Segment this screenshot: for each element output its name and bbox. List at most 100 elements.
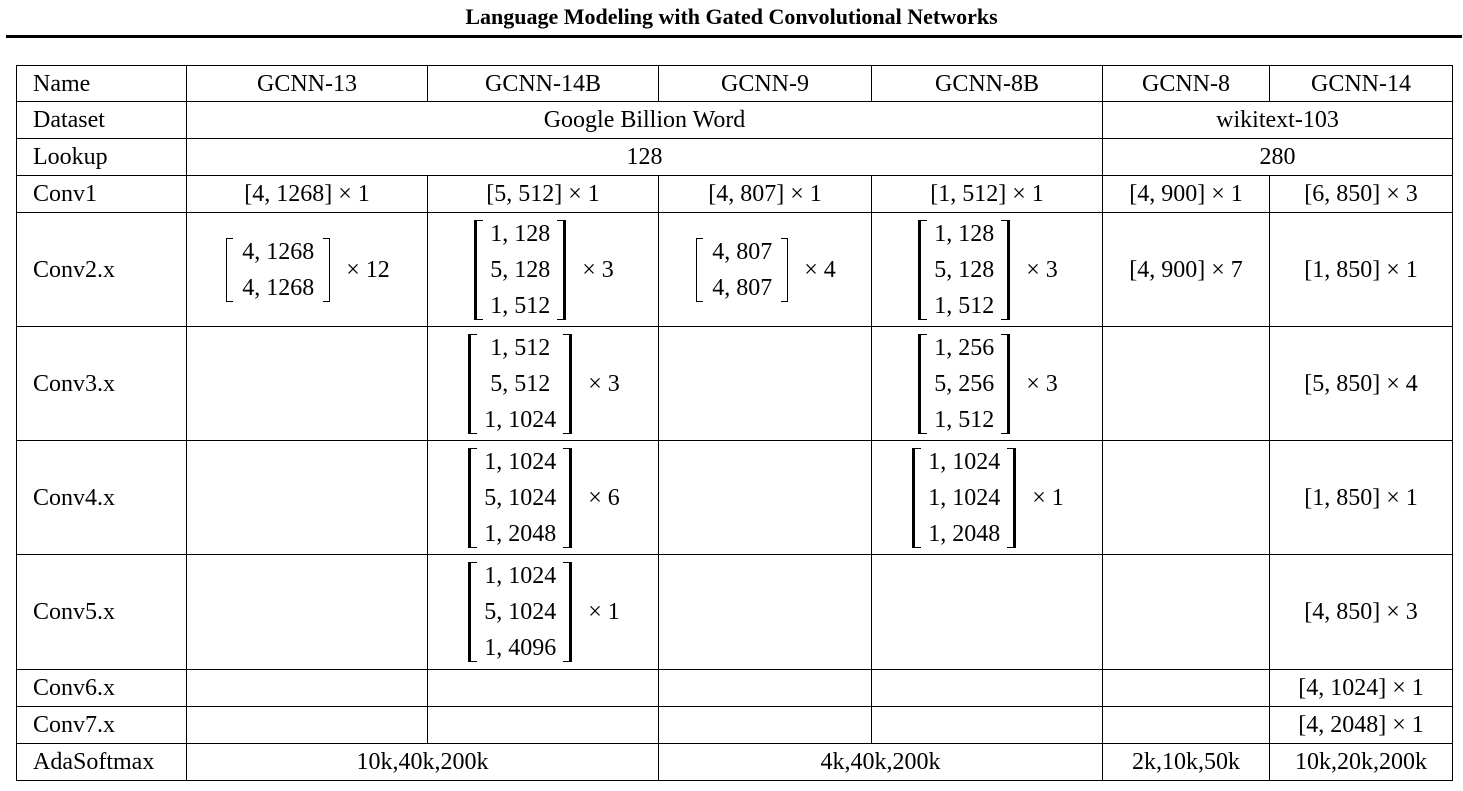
empty-cell — [186, 440, 428, 555]
empty-cell — [658, 669, 872, 707]
lookup-row: Lookup 128 280 — [16, 138, 1453, 176]
header-row: Name GCNN-13 GCNN-14B GCNN-9 GCNN-8B GCN… — [16, 65, 1453, 102]
row-label-conv1: Conv1 — [16, 175, 187, 213]
conv7-gcnn14-cell: [4, 2048] × 1 — [1269, 706, 1453, 744]
empty-cell — [1102, 669, 1270, 707]
conv6-gcnn14-cell: [4, 1024] × 1 — [1269, 669, 1453, 707]
header-rule — [6, 35, 1462, 38]
matrix-row: 4, 1268 — [242, 238, 315, 265]
conv4-gcnn14-cell: [1, 850] × 1 — [1269, 440, 1453, 555]
conv4-gcnn14b-cell: 1, 1024 5, 1024 1, 2048 × 6 — [427, 440, 659, 555]
empty-cell — [1102, 326, 1270, 441]
conv1-cell: [1, 512] × 1 — [871, 175, 1103, 213]
row-label-lookup: Lookup — [16, 138, 187, 176]
matrix-row: 5, 128 — [490, 256, 551, 283]
conv5-row: Conv5.x 1, 1024 5, 1024 1, 4096 × 1 [4, … — [16, 554, 1453, 670]
column-header-gcnn-14: GCNN-14 — [1269, 65, 1453, 102]
dataset-row: Dataset Google Billion Word wikitext-103 — [16, 101, 1453, 139]
bracket-matrix: 1, 128 5, 128 1, 512 — [916, 216, 1012, 324]
conv4-gcnn8b-cell: 1, 1024 1, 1024 1, 2048 × 1 — [871, 440, 1103, 555]
bracket-matrix: 1, 512 5, 512 1, 1024 — [466, 330, 574, 438]
matrix-row: 4, 1268 — [242, 274, 315, 301]
matrix-row: 5, 512 — [490, 370, 551, 397]
empty-cell — [1102, 554, 1270, 670]
empty-cell — [1102, 706, 1270, 744]
bracket-matrix: 4, 1268 4, 1268 — [224, 234, 332, 306]
bracket-matrix: 1, 1024 1, 1024 1, 2048 — [910, 444, 1018, 552]
conv5-gcnn14b-cell: 1, 1024 5, 1024 1, 4096 × 1 — [427, 554, 659, 670]
matrix-row: 1, 512 — [934, 406, 995, 433]
adasoftmax-gcnn13-14b-cell: 10k,40k,200k — [186, 743, 659, 781]
bracket-matrix: 1, 256 5, 256 1, 512 — [916, 330, 1012, 438]
matrix-row: 1, 2048 — [484, 520, 557, 547]
conv3-gcnn14-cell: [5, 850] × 4 — [1269, 326, 1453, 441]
column-header-gcnn-14b: GCNN-14B — [427, 65, 659, 102]
conv2-gcnn14b-cell: 1, 128 5, 128 1, 512 × 3 — [427, 212, 659, 327]
matrix-row: 1, 128 — [934, 220, 995, 247]
row-label-adasoftmax: AdaSoftmax — [16, 743, 187, 781]
matrix-row: 1, 4096 — [484, 635, 557, 661]
bracket-matrix: 1, 1024 5, 1024 1, 4096 — [466, 558, 574, 666]
empty-cell — [658, 326, 872, 441]
multiplier: × 4 — [804, 256, 836, 283]
empty-cell — [427, 669, 659, 707]
adasoftmax-gcnn8-cell: 2k,10k,50k — [1102, 743, 1270, 781]
dataset-wiki-cell: wikitext-103 — [1102, 101, 1453, 139]
conv1-cell: [5, 512] × 1 — [427, 175, 659, 213]
matrix-row: 5, 1024 — [484, 599, 557, 625]
conv2-row: Conv2.x 4, 1268 4, 1268 × 12 1, 128 5, 1… — [16, 212, 1453, 327]
conv3-gcnn8b-cell: 1, 256 5, 256 1, 512 × 3 — [871, 326, 1103, 441]
column-header-name: Name — [16, 65, 187, 102]
row-label-conv3: Conv3.x — [16, 326, 187, 441]
matrix-row: 1, 2048 — [928, 520, 1001, 547]
matrix-row: 1, 1024 — [484, 448, 557, 475]
matrix-row: 1, 1024 — [484, 406, 557, 433]
multiplier: × 3 — [582, 256, 614, 283]
column-header-gcnn-9: GCNN-9 — [658, 65, 872, 102]
conv7-row: Conv7.x [4, 2048] × 1 — [16, 706, 1453, 744]
adasoftmax-row: AdaSoftmax 10k,40k,200k 4k,40k,200k 2k,1… — [16, 743, 1453, 781]
matrix-row: 4, 807 — [712, 238, 773, 265]
conv1-cell: [4, 900] × 1 — [1102, 175, 1270, 213]
matrix-row: 5, 128 — [934, 256, 995, 283]
empty-cell — [871, 706, 1103, 744]
matrix-row: 1, 256 — [934, 334, 995, 361]
column-header-gcnn-8b: GCNN-8B — [871, 65, 1103, 102]
dataset-gbw-cell: Google Billion Word — [186, 101, 1103, 139]
empty-cell — [186, 706, 428, 744]
conv1-cell: [4, 1268] × 1 — [186, 175, 428, 213]
lookup-wiki-cell: 280 — [1102, 138, 1453, 176]
matrix-row: 1, 1024 — [928, 484, 1001, 511]
multiplier: × 3 — [1026, 256, 1058, 283]
empty-cell — [658, 554, 872, 670]
matrix-row: 1, 512 — [490, 334, 551, 361]
architecture-table: Name GCNN-13 GCNN-14B GCNN-9 GCNN-8B GCN… — [16, 65, 1453, 781]
empty-cell — [658, 440, 872, 555]
empty-cell — [186, 554, 428, 670]
conv3-row: Conv3.x 1, 512 5, 512 1, 1024 × 3 1, 256… — [16, 326, 1453, 441]
bracket-matrix: 1, 1024 5, 1024 1, 2048 — [466, 444, 574, 552]
conv1-row: Conv1 [4, 1268] × 1 [5, 512] × 1 [4, 807… — [16, 175, 1453, 213]
conv5-gcnn14-cell: [4, 850] × 3 — [1269, 554, 1453, 670]
row-label-conv7: Conv7.x — [16, 706, 187, 744]
conv2-gcnn14-cell: [1, 850] × 1 — [1269, 212, 1453, 327]
multiplier: × 6 — [588, 484, 620, 511]
matrix-row: 1, 1024 — [928, 448, 1001, 475]
adasoftmax-gcnn9-8b-cell: 4k,40k,200k — [658, 743, 1103, 781]
conv2-gcnn13-cell: 4, 1268 4, 1268 × 12 — [186, 212, 428, 327]
row-label-conv5: Conv5.x — [16, 554, 187, 670]
empty-cell — [427, 706, 659, 744]
empty-cell — [186, 669, 428, 707]
multiplier: × 1 — [1032, 484, 1064, 511]
empty-cell — [871, 669, 1103, 707]
column-header-gcnn-13: GCNN-13 — [186, 65, 428, 102]
row-label-conv6: Conv6.x — [16, 669, 187, 707]
adasoftmax-gcnn14-cell: 10k,20k,200k — [1269, 743, 1453, 781]
row-label-dataset: Dataset — [16, 101, 187, 139]
lookup-gbw-cell: 128 — [186, 138, 1103, 176]
bracket-matrix: 1, 128 5, 128 1, 512 — [472, 216, 568, 324]
row-label-conv4: Conv4.x — [16, 440, 187, 555]
multiplier: × 12 — [346, 256, 390, 283]
column-header-gcnn-8: GCNN-8 — [1102, 65, 1270, 102]
empty-cell — [658, 706, 872, 744]
